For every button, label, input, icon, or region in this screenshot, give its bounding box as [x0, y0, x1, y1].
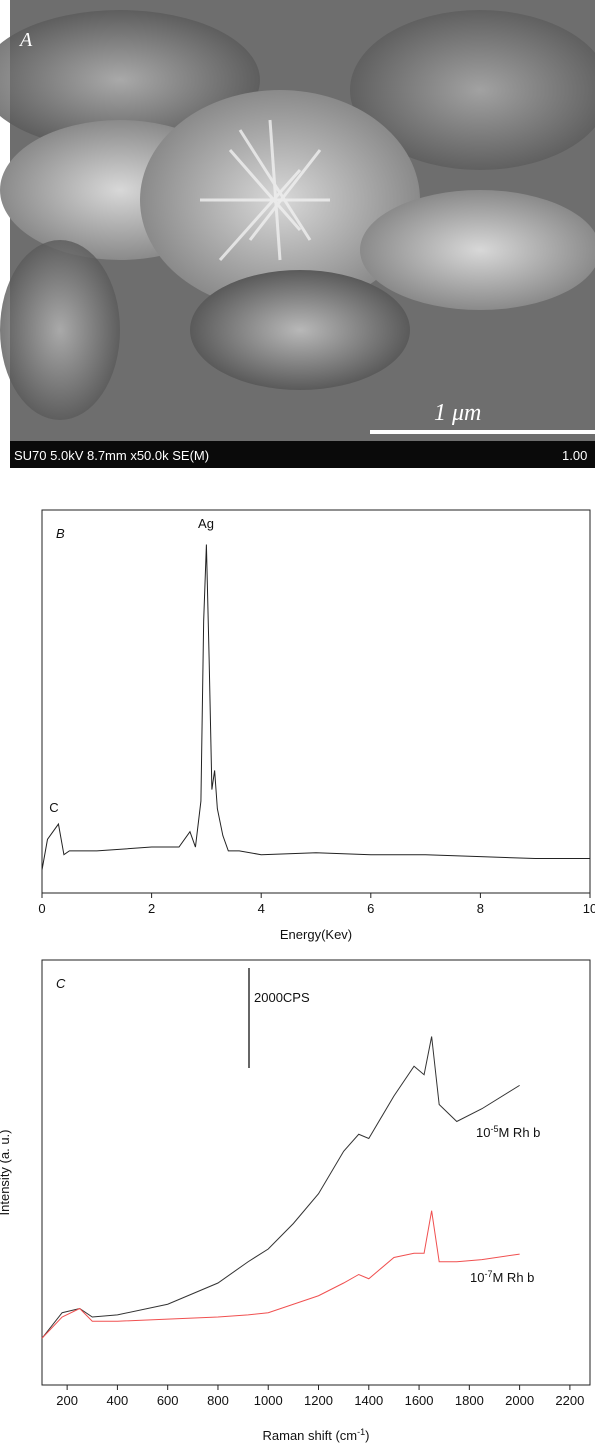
series-label-part: M Rh b [492, 1270, 534, 1285]
x-axis-label-part: Raman shift (cm [263, 1428, 358, 1443]
x-tick-label: 0 [38, 901, 45, 916]
spectrum-line [41, 1210, 520, 1339]
sem-image: A 1 μm SU70 5.0kV 8.7mm x50.0k SE(M) 1.0… [0, 0, 595, 468]
spectrum-line [41, 544, 590, 871]
series-label: 10-5M Rh b [476, 1124, 540, 1140]
spectrum-line [41, 1036, 520, 1339]
panel-label: B [56, 526, 65, 541]
x-tick-label: 2 [148, 901, 155, 916]
scale-label: 1 μm [434, 400, 481, 426]
x-tick-label: 1400 [354, 1393, 383, 1408]
x-tick-label: 1200 [304, 1393, 333, 1408]
series-label-part: -7 [484, 1269, 492, 1279]
scale-text: 1.00 [562, 448, 587, 463]
plot-frame [41, 959, 591, 1386]
peak-label: C [49, 800, 58, 815]
x-tick-label: 8 [477, 901, 484, 916]
peak-label: Ag [198, 516, 214, 531]
x-tick-label: 400 [107, 1393, 129, 1408]
x-tick-label: 600 [157, 1393, 179, 1408]
series-label: 10-7M Rh b [470, 1269, 534, 1285]
panel-label: A [18, 29, 33, 51]
series-label-part: M Rh b [498, 1125, 540, 1140]
x-axis-label-part: -1 [357, 1427, 365, 1437]
x-tick-label: 10 [583, 901, 595, 916]
x-tick-label: 1800 [455, 1393, 484, 1408]
panel-label: C [56, 976, 66, 991]
plot-frame [41, 509, 591, 894]
x-tick-label: 1600 [405, 1393, 434, 1408]
series-label-part: -5 [490, 1124, 498, 1134]
x-tick-label: 1000 [254, 1393, 283, 1408]
series-label-part: 10 [476, 1125, 490, 1140]
x-tick-label: 6 [367, 901, 374, 916]
x-axis-label: Raman shift (cm-1) [263, 1427, 370, 1443]
x-tick-label: 200 [56, 1393, 78, 1408]
series-label-part: 10 [470, 1270, 484, 1285]
x-tick-label: 2000 [505, 1393, 534, 1408]
x-tick-label: 2200 [555, 1393, 584, 1408]
x-tick-label: 800 [207, 1393, 229, 1408]
image-info: SU70 5.0kV 8.7mm x50.0k SE(M) [14, 448, 209, 463]
scale-note: 2000CPS [254, 990, 310, 1005]
x-tick-label: 4 [258, 901, 265, 916]
x-axis-label-part: ) [365, 1428, 369, 1443]
x-axis-label: Energy(Kev) [280, 927, 352, 942]
y-axis-label: Intensity (a. u.) [0, 1130, 12, 1216]
